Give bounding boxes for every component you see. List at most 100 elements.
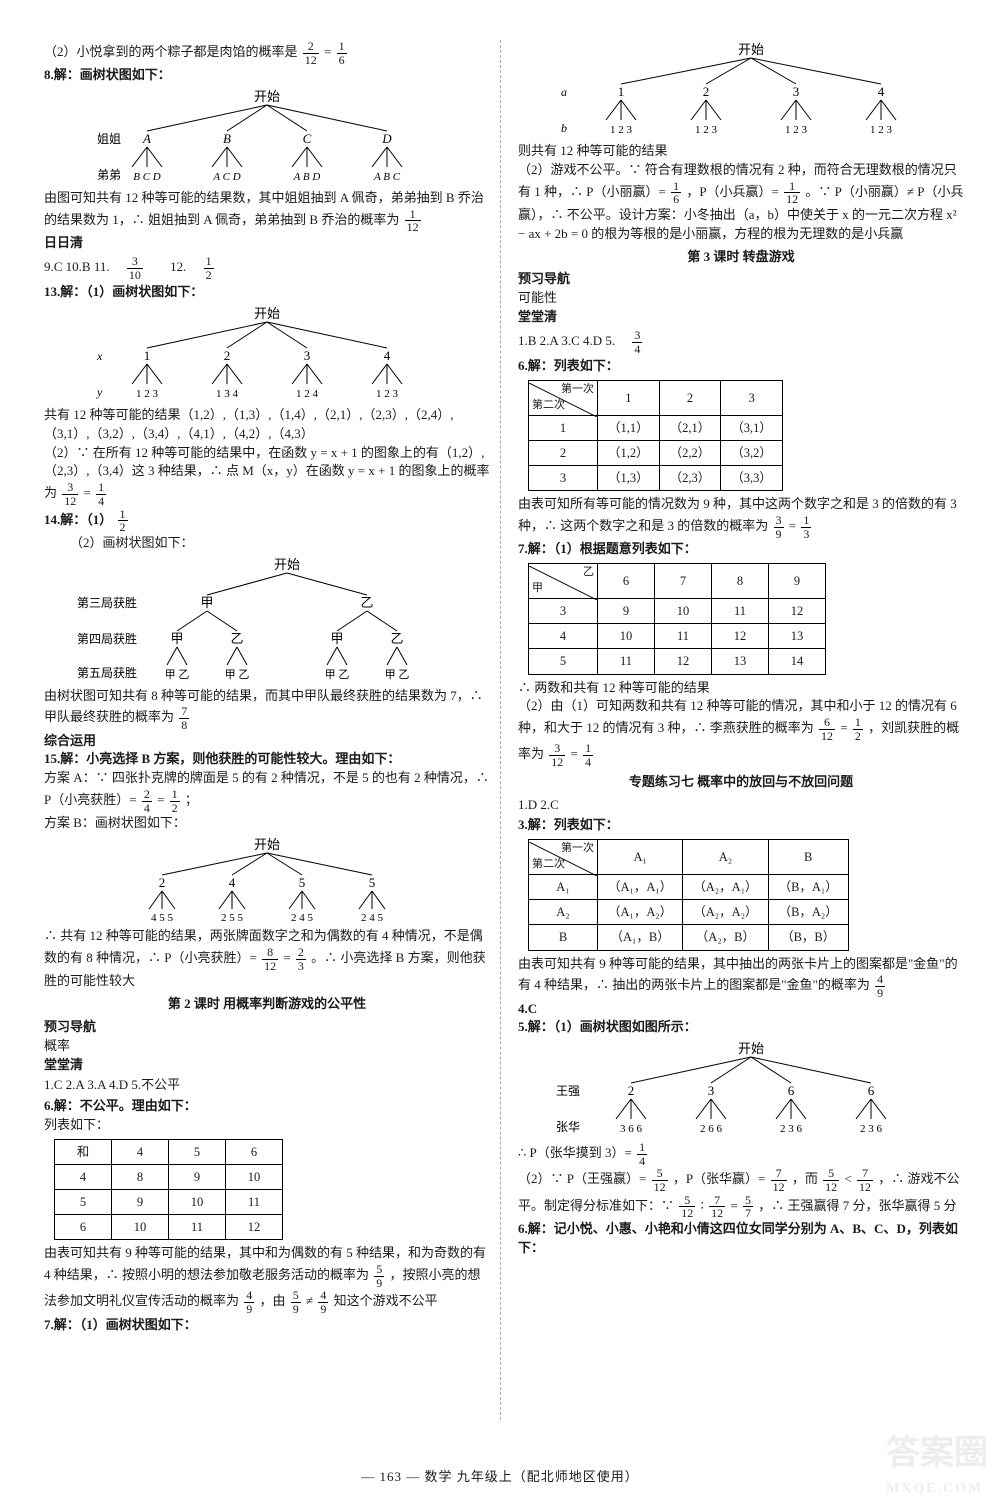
svg-text:4: 4 [878,84,885,99]
text: 方案 B：画树状图如下： [44,814,490,833]
answer-row: 4.C [518,1000,964,1019]
svg-text:开始: 开始 [254,306,280,321]
svg-text:4: 4 [229,875,236,890]
section-heading: 堂堂清 [44,1056,490,1075]
svg-text:2 3 6: 2 3 6 [860,1123,883,1135]
svg-text:2: 2 [703,84,710,99]
svg-text:D: D [381,131,392,146]
zt7: 专题练习七 概率中的放回与不放回问题 1.D 2.C 3.解：列表如下： 第一次… [518,773,964,1019]
text: （2）画树状图如下： [44,534,490,553]
page-footer: — 163 — 数学 九年级上（配北师地区使用） [0,1468,1000,1487]
heading: 15.解：小亮选择 B 方案，则他获胜的可能性较大。理由如下： [44,750,490,769]
answer-row: 1.D 2.C [518,796,964,815]
zonghe-section: 综合运用 15.解：小亮选择 B 方案，则他获胜的可能性较大。理由如下： 方案 … [44,732,490,991]
svg-text:x: x [96,349,103,363]
svg-text:开始: 开始 [254,89,280,104]
heading: 6.解：记小悦、小惠、小艳和小倩这四位女同学分别为 A、B、C、D，列表如下： [518,1220,964,1258]
text: （2）∵ 在所有 12 种等可能的结果中，在函数 y = x + 1 的图象上的… [44,444,490,508]
svg-text:b: b [561,121,567,135]
heading: 6.解：列表如下： [518,357,964,376]
section-heading: 日日清 [44,234,490,253]
svg-text:a: a [561,85,567,99]
svg-text:甲: 甲 [330,631,343,646]
tree-diagram-q15: 开始 2 4 5 5 4 5 5 2 5 5 2 4 5 2 4 5 [107,835,427,925]
svg-text:乙: 乙 [390,631,403,646]
lesson-title: 第 3 课时 转盘游戏 [518,248,964,267]
table-q6: 和456 48910 591011 6101112 [54,1139,283,1241]
tree-diagram-q5z: 开始 王强 2 3 6 6 张华 3 6 6 2 6 6 2 3 6 2 3 6 [541,1039,941,1139]
svg-text:C: C [303,131,312,146]
text: 则共有 12 种等可能的结果 [518,142,964,161]
heading: 14.解：（1） 12 [44,508,490,534]
q5z: 5.解：（1）画树状图如图所示： 开始 王强 2 3 6 6 张华 3 6 6 … [518,1018,964,1257]
q14: 14.解：（1） 12 （2）画树状图如下： 开始 第三局获胜 甲 乙 第四局获… [44,508,490,732]
svg-text:第三局获胜: 第三局获胜 [77,595,137,610]
svg-text:A C D: A C D [212,171,240,183]
q7-2: （2）小悦拿到的两个粽子都是肉馅的概率是 212 = 16 [44,40,490,66]
tree-diagram-q13: 开始 x 1 2 3 4 y 1 2 3 1 3 4 1 2 4 1 2 3 [87,304,447,404]
answer-row: 9.C 10.B 11. 310 12. 12 [44,255,490,281]
svg-text:1 2 3: 1 2 3 [695,124,718,136]
page: （2）小悦拿到的两个粽子都是肉馅的概率是 212 = 16 8.解：画树状图如下… [0,0,1000,1511]
svg-text:2 5 5: 2 5 5 [221,912,244,924]
svg-text:甲 乙: 甲 乙 [385,668,410,681]
svg-text:姐姐: 姐姐 [97,132,121,146]
section-heading: 预习导航 [518,270,964,289]
svg-text:张华: 张华 [556,1120,580,1134]
q7-right: 7.解：（1）根据题意列表如下： 乙甲 6789 39101112 410111… [518,540,964,768]
text: ∴ P（张华摸到 3）= 14 [518,1141,964,1167]
answer-row: 1.B 2.A 3.C 4.D 5. 34 [518,329,964,355]
svg-text:开始: 开始 [274,557,300,572]
text: ∴ 两数和共有 12 种等可能的结果 [518,679,964,698]
table-q7r: 乙甲 6789 39101112 410111213 511121314 [528,563,826,674]
text: 由表可知所有等可能的情况数为 9 种，其中这两个数字之和是 3 的倍数的有 3 … [518,495,964,540]
heading: 3.解：列表如下： [518,816,964,835]
svg-text:3: 3 [793,84,800,99]
svg-text:2 3 6: 2 3 6 [780,1123,803,1135]
svg-text:弟弟: 弟弟 [97,168,121,182]
fraction: 212 [303,40,319,66]
svg-text:1: 1 [618,84,625,99]
lesson3: 第 3 课时 转盘游戏 预习导航 可能性 堂堂清 1.B 2.A 3.C 4.D… [518,248,964,356]
heading: 13.解：（1）画树状图如下： [44,283,490,302]
svg-text:甲 乙: 甲 乙 [165,668,190,681]
text: 由图可知共有 12 种等可能的结果数，其中姐姐抽到 A 佩奇，弟弟抽到 B 乔治… [44,189,490,234]
lesson-title: 第 2 课时 用概率判断游戏的公平性 [44,995,490,1014]
q13: 13.解：（1）画树状图如下： 开始 x 1 2 3 4 y 1 2 3 1 3 [44,283,490,507]
svg-text:1 2 3: 1 2 3 [785,124,808,136]
svg-text:A B D: A B D [293,171,321,183]
lesson2: 第 2 课时 用概率判断游戏的公平性 预习导航 概率 堂堂清 1.C 2.A 3… [44,995,490,1334]
text: 由树状图可知共有 8 种等可能的结果，而其中甲队最终获胜的结果数为 7，∴ 甲队… [44,687,490,732]
table-q3z: 第一次第二次 A₁A₂B A₁（A₁，A₁）（A₂，A₁）（B，A₁） A₂（A… [528,839,849,950]
tree-diagram-q8: 开始 姐姐 A B C D 弟弟 B C D A C D A B D A B C [87,87,447,187]
answer-row: 1.C 2.A 3.A 4.D 5.不公平 [44,1076,490,1095]
svg-text:甲 乙: 甲 乙 [325,668,350,681]
svg-text:1 2 4: 1 2 4 [296,388,319,400]
svg-text:5: 5 [299,875,306,890]
svg-text:2 4 5: 2 4 5 [291,912,314,924]
text: 由表可知共有 9 种等可能的结果，其中和为偶数的有 5 种结果，和为奇数的有 4… [44,1244,490,1315]
svg-text:第五局获胜: 第五局获胜 [77,665,137,680]
svg-text:B: B [223,131,231,146]
fraction: 112 [405,208,421,234]
svg-text:开始: 开始 [738,1041,764,1056]
section-heading: 综合运用 [44,732,490,751]
svg-text:第四局获胜: 第四局获胜 [77,631,137,646]
table-q6r: 第一次第二次 123 1（1,1）（2,1）（3,1） 2（1,2）（2,2）（… [528,380,783,491]
tree-diagram-q7r: 开始 a 1 2 3 4 b 1 2 3 1 2 3 1 2 3 1 2 3 [541,40,941,140]
heading: 7.解：（1）画树状图如下： [44,1316,490,1335]
svg-text:2 6 6: 2 6 6 [700,1123,723,1135]
lesson-title: 专题练习七 概率中的放回与不放回问题 [518,773,964,792]
svg-text:4 5 5: 4 5 5 [151,912,174,924]
svg-text:6: 6 [868,1083,875,1098]
svg-text:乙: 乙 [230,631,243,646]
svg-text:开始: 开始 [254,837,280,852]
svg-text:1 2 3: 1 2 3 [376,388,399,400]
fraction: 16 [337,40,347,66]
heading: 7.解：（1）根据题意列表如下： [518,540,964,559]
svg-text:A B C: A B C [373,171,401,183]
text: 共有 12 种等可能的结果（1,2）,（1,3）,（1,4）,（2,1）,（2,… [44,406,490,444]
text: 由表可知共有 9 种等可能的结果，其中抽出的两张卡片上的图案都是"金鱼"的有 4… [518,955,964,1000]
heading: 6.解：不公平。理由如下： [44,1097,490,1116]
tree-diagram-q14: 开始 第三局获胜 甲 乙 第四局获胜 甲 乙 甲 乙 [67,555,467,685]
